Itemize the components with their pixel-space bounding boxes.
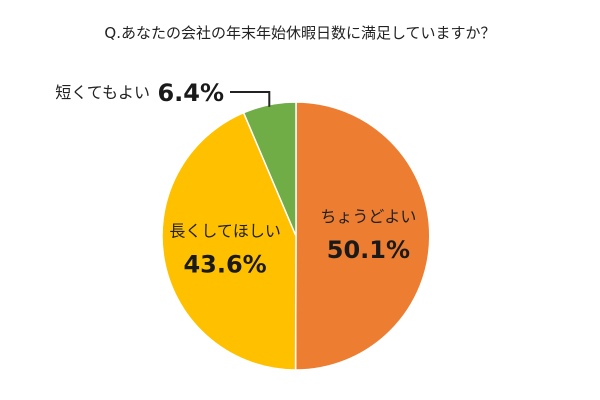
- slice-orange: [294, 101, 431, 371]
- pie-slices: [161, 101, 431, 371]
- callout-leader-line: [230, 91, 271, 107]
- slice-value-2: 6.4%: [157, 79, 224, 107]
- slice-value-1: 43.6%: [183, 250, 266, 278]
- callout-layer: [230, 91, 271, 107]
- chart-title: Q.あなたの会社の年末年始休暇日数に満足していますか？: [104, 24, 495, 42]
- slice-label-1: 長くしてほしい: [169, 221, 281, 240]
- slice-yellow: [161, 111, 297, 371]
- slice-label-2: 短くてもよい: [55, 83, 150, 102]
- slice-label-0: ちょうどよい: [320, 207, 416, 226]
- slice-value-0: 50.1%: [327, 236, 410, 264]
- slice-labels: ちょうどよい 50.1% 長くしてほしい 43.6% 6.4% 短くてもよい: [55, 79, 416, 278]
